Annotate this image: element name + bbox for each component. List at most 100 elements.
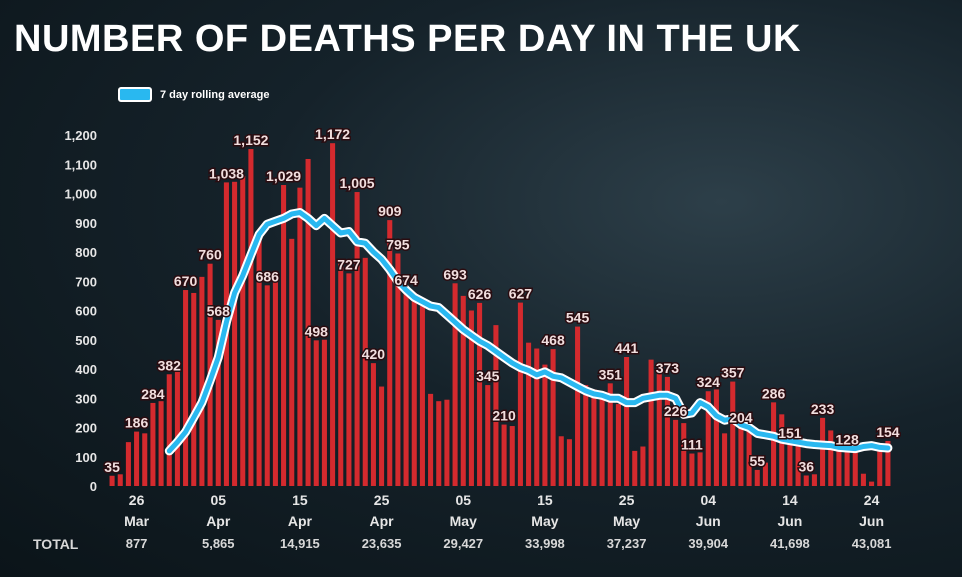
y-tick-label: 0 xyxy=(90,479,97,494)
data-label: 420 xyxy=(362,346,386,362)
x-tick-month: Jun xyxy=(859,513,884,529)
bar xyxy=(648,359,654,486)
bar xyxy=(297,187,303,486)
bar xyxy=(746,427,752,486)
x-tick-month: Jun xyxy=(777,513,802,529)
y-tick-label: 900 xyxy=(75,216,97,231)
bar xyxy=(387,220,393,486)
x-tick-day: 15 xyxy=(537,492,553,508)
data-label: 35 xyxy=(104,459,120,475)
bar xyxy=(452,283,458,486)
data-label: 351 xyxy=(599,366,623,382)
data-label: 345 xyxy=(476,368,500,384)
bar xyxy=(656,371,662,486)
y-tick-label: 300 xyxy=(75,391,97,406)
x-tick-day: 14 xyxy=(782,492,798,508)
bar xyxy=(771,402,777,486)
total-value: 23,635 xyxy=(361,536,402,551)
totals-label: TOTAL xyxy=(33,536,79,552)
chart-title: NUMBER OF DEATHS PER DAY IN THE UK xyxy=(14,18,801,60)
bar xyxy=(550,349,556,486)
bar xyxy=(215,319,221,486)
x-tick-day: 15 xyxy=(292,492,308,508)
x-tick-month: May xyxy=(531,513,558,529)
bar xyxy=(125,442,131,486)
x-axis: 26 Mar 05 Apr 15 Apr 25 Apr 05 May 15 May 25 May 04 Jun… xyxy=(124,492,884,529)
data-label: 382 xyxy=(158,357,182,373)
bar xyxy=(166,374,172,486)
bar xyxy=(330,143,336,486)
bar xyxy=(673,419,679,486)
bar xyxy=(321,339,327,486)
y-tick-label: 800 xyxy=(75,245,97,260)
bar xyxy=(803,475,809,486)
data-label: 627 xyxy=(509,286,533,302)
bar xyxy=(738,426,744,486)
data-label: 128 xyxy=(835,432,859,448)
data-label: 498 xyxy=(305,323,329,339)
bar xyxy=(828,430,834,486)
data-label: 186 xyxy=(125,415,149,431)
data-label: 204 xyxy=(729,409,753,425)
bar xyxy=(722,433,728,486)
x-tick-day: 25 xyxy=(374,492,390,508)
total-value: 877 xyxy=(125,536,148,551)
totals-row: TOTAL 877 5,865 14,915 23,635 29,427 33,998 37… xyxy=(0,536,962,556)
bar xyxy=(305,158,311,487)
y-tick-label: 200 xyxy=(75,421,97,436)
data-label: 111 xyxy=(681,437,703,453)
bar xyxy=(885,440,891,486)
bar xyxy=(583,385,589,486)
bar xyxy=(713,389,719,486)
bar xyxy=(338,263,344,486)
rolling-average-line xyxy=(164,208,893,456)
x-tick-month: Apr xyxy=(206,513,231,529)
data-label: 795 xyxy=(386,236,410,252)
bar xyxy=(419,306,425,486)
bar xyxy=(485,385,491,486)
bar xyxy=(795,439,801,486)
bar xyxy=(558,436,564,486)
bar xyxy=(272,281,278,486)
total-value: 37,237 xyxy=(606,536,647,551)
data-label: 626 xyxy=(468,286,492,302)
bar xyxy=(134,431,140,486)
x-tick-day: 26 xyxy=(129,492,145,508)
data-label: 568 xyxy=(207,303,231,319)
bar xyxy=(477,302,483,486)
data-label: 670 xyxy=(174,273,198,289)
bar xyxy=(762,462,768,486)
bar xyxy=(534,348,540,486)
bar xyxy=(624,357,630,486)
data-label: 760 xyxy=(198,247,222,263)
bar xyxy=(232,181,238,487)
data-label: 210 xyxy=(492,408,516,424)
bar xyxy=(681,423,687,486)
x-tick-day: 05 xyxy=(210,492,226,508)
y-tick-label: 500 xyxy=(75,333,97,348)
bar xyxy=(379,386,385,486)
data-label: 324 xyxy=(697,374,721,390)
rolling-average-line xyxy=(166,210,891,454)
bar xyxy=(526,342,532,486)
bar xyxy=(640,446,646,486)
y-tick-label: 700 xyxy=(75,274,97,289)
data-label: 693 xyxy=(443,266,467,282)
bar xyxy=(615,404,621,486)
bar xyxy=(836,442,842,486)
data-label: 1,152 xyxy=(233,132,268,148)
bar xyxy=(289,238,295,486)
bar xyxy=(313,340,319,486)
x-tick-day: 24 xyxy=(864,492,880,508)
bar xyxy=(264,285,270,486)
bar xyxy=(142,433,148,486)
data-label: 226 xyxy=(664,403,688,419)
data-label: 1,029 xyxy=(266,168,301,184)
data-label: 286 xyxy=(762,385,786,401)
bar xyxy=(354,192,360,486)
bar xyxy=(779,414,785,486)
data-label: 727 xyxy=(337,256,361,272)
bar xyxy=(468,310,474,486)
bar xyxy=(869,481,875,486)
